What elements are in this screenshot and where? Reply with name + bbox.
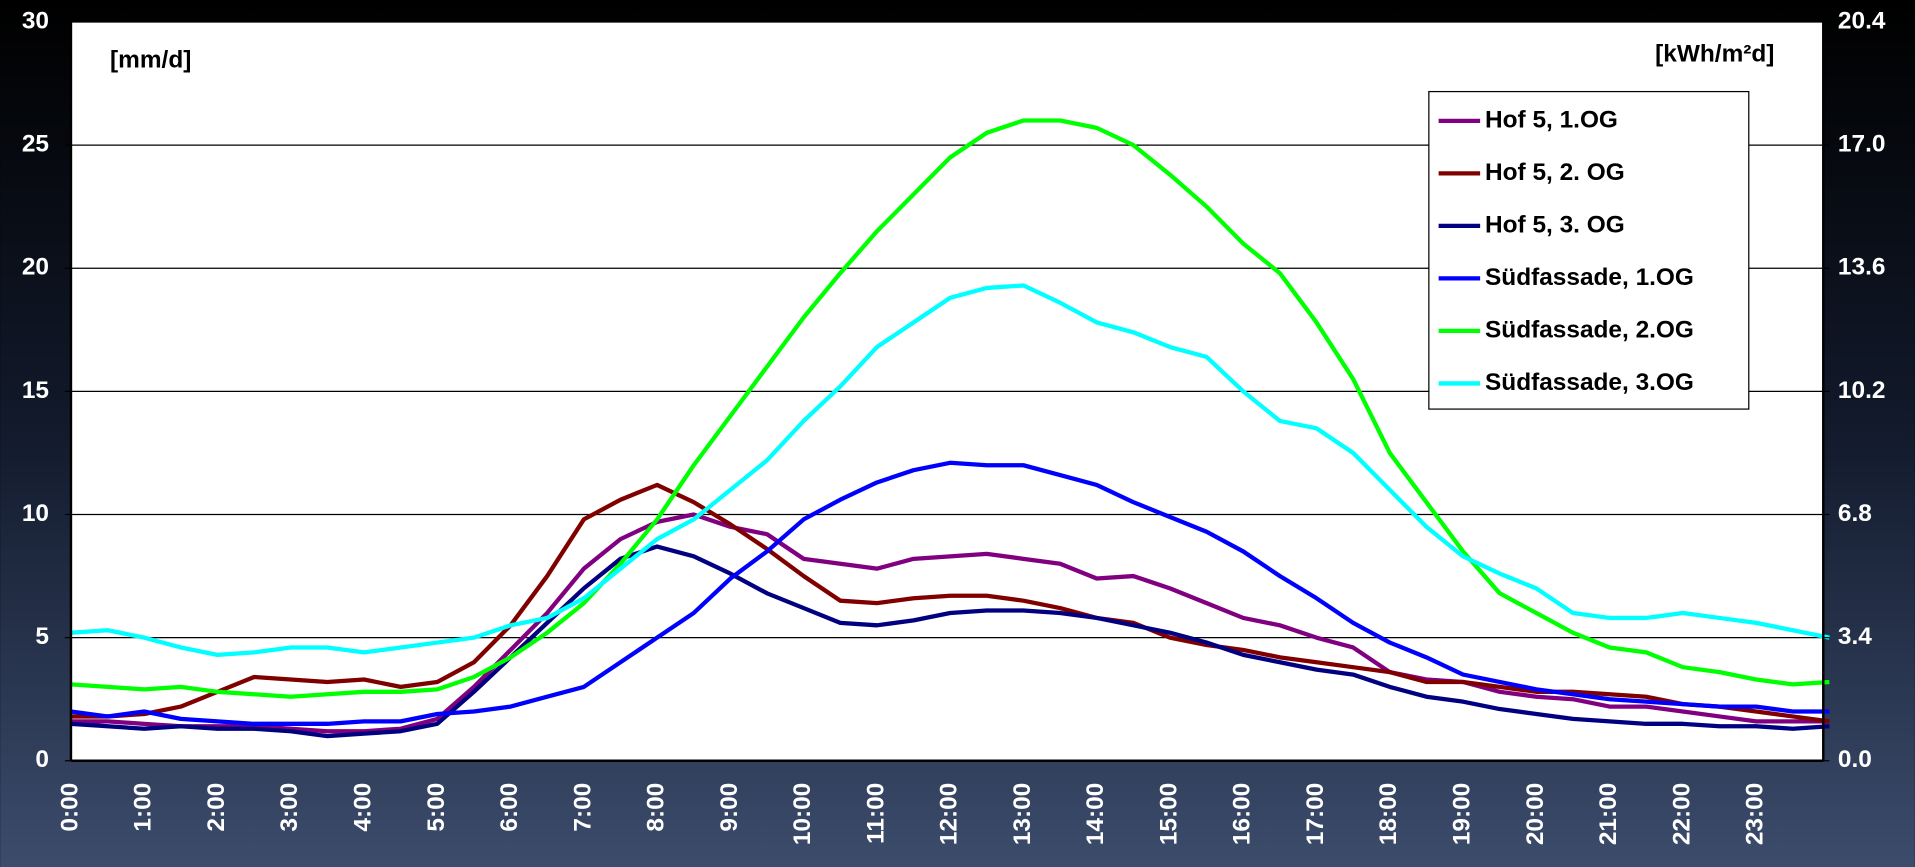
x-tick-label: 10:00: [789, 783, 816, 845]
x-tick-label: 23:00: [1742, 783, 1769, 845]
legend-label: Hof 5, 3. OG: [1485, 211, 1625, 238]
y-tick-label: 5: [35, 623, 49, 650]
y2-tick-label: 13.6: [1838, 254, 1886, 281]
y2-tick-label: 3.4: [1838, 623, 1872, 650]
x-tick-label: 8:00: [643, 783, 670, 832]
y2-tick-label: 17.0: [1838, 131, 1886, 158]
legend-label: Südfassade, 2.OG: [1485, 316, 1694, 343]
legend-label: Südfassade, 1.OG: [1485, 264, 1694, 291]
y-tick-label: 20: [22, 254, 49, 281]
x-tick-label: 19:00: [1448, 783, 1475, 845]
y2-tick-label: 6.8: [1838, 500, 1872, 527]
series-line: [70, 283, 1830, 658]
y-tick-label: 30: [22, 7, 49, 34]
series-line: [70, 544, 1830, 739]
x-tick-label: 20:00: [1522, 783, 1549, 845]
series-line: [70, 482, 1830, 724]
series-line: [70, 512, 1830, 734]
x-tick-label: 21:00: [1595, 783, 1622, 845]
legend-box: [1428, 90, 1750, 410]
lines: [70, 118, 1830, 739]
x-tick-label: 13:00: [1009, 783, 1036, 845]
x-tick-label: 22:00: [1668, 783, 1695, 845]
y-tick-label: 10: [22, 500, 49, 527]
x-tick-label: 18:00: [1375, 783, 1402, 845]
y2-tick-label: 0.0: [1838, 746, 1872, 773]
axes: 0 5 10 15 20 25 30 0.0 3.4 6.8 10.2 13.6 17.0 20.4 0:0…: [22, 7, 1886, 845]
x-tick-label: 15:00: [1155, 783, 1182, 845]
series-line: [70, 460, 1830, 726]
x-tick-label: 5:00: [423, 783, 450, 832]
x-tick-label: 6:00: [496, 783, 523, 832]
y2-tick-label: 20.4: [1838, 7, 1886, 34]
x-tick-label: 2:00: [203, 783, 230, 832]
x-tick-label: 16:00: [1229, 783, 1256, 845]
y-tick-label: 15: [22, 377, 49, 404]
x-tick-label: 11:00: [862, 783, 889, 844]
y2-axis-unit: [kWh/m²d]: [1655, 40, 1774, 67]
y-tick-label: 25: [22, 131, 49, 158]
x-tick-label: 0:00: [56, 783, 83, 832]
x-tick-label: 1:00: [130, 783, 157, 832]
x-tick-label: 3:00: [276, 783, 303, 832]
legend-label: Hof 5, 1.OG: [1485, 106, 1618, 133]
y-tick-label: 0: [35, 746, 49, 773]
legend: Hof 5, 1.OG Hof 5, 2. OG Hof 5, 3. OG Südfa…: [1428, 90, 1750, 410]
x-tick-label: 4:00: [349, 783, 376, 832]
x-tick-label: 17:00: [1302, 783, 1329, 845]
y2-tick-label: 10.2: [1838, 377, 1886, 404]
y-axis-unit: [mm/d]: [110, 47, 191, 74]
x-tick-label: 14:00: [1082, 783, 1109, 845]
x-tick-label: 12:00: [936, 783, 963, 845]
x-tick-label: 9:00: [716, 783, 743, 832]
series-line: [70, 118, 1830, 699]
legend-label: Hof 5, 2. OG: [1485, 159, 1625, 186]
x-tick-label: 7:00: [569, 783, 596, 832]
legend-label: Südfassade, 3.OG: [1485, 369, 1694, 396]
